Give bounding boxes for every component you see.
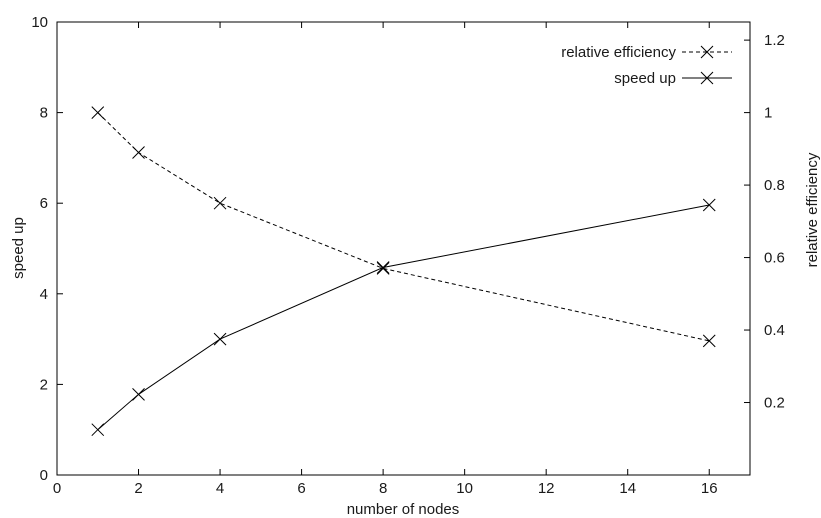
y-axis-title: speed up	[10, 217, 27, 279]
y2-tick-label-4: 1	[764, 105, 772, 122]
series-group	[91, 106, 716, 437]
y-tick-label-5: 10	[31, 14, 48, 31]
y-tick-label-4: 8	[40, 105, 48, 122]
y2-tick-label-0: 0.2	[764, 395, 785, 412]
point-relative-efficiency-0	[91, 106, 105, 119]
plot-frame	[56, 21, 751, 476]
point-speed-up-4	[702, 198, 716, 212]
legend-label-relative-efficiency: relative efficiency	[561, 44, 676, 61]
x-tick-label-0: 0	[53, 480, 61, 497]
legend-entry-speed-up: speed up	[614, 70, 732, 87]
series-line-speed-up	[97, 204, 710, 431]
x-tick-label-1: 2	[134, 480, 142, 497]
x-axis-ticks: 0 2 4 6 8 10 12 14 16	[53, 22, 718, 497]
series-line-relative-efficiency	[97, 112, 710, 342]
x-tick-label-6: 12	[538, 480, 555, 497]
y-tick-label-0: 0	[40, 467, 48, 484]
legend-marker-speed-up	[700, 71, 714, 85]
point-speed-up-0	[91, 423, 105, 437]
x-tick-label-5: 10	[456, 480, 473, 497]
y2-axis-title: relative efficiency	[804, 152, 821, 267]
y2-tick-label-2: 0.6	[764, 250, 785, 267]
y-axis-ticks: 0 2 4 6 8 10	[31, 14, 63, 484]
legend: relative efficiency speed up	[561, 44, 732, 87]
y2-tick-label-3: 0.8	[764, 177, 785, 194]
x-tick-label-4: 8	[379, 480, 387, 497]
x-tick-label-3: 6	[297, 480, 305, 497]
x-tick-label-7: 14	[619, 480, 636, 497]
y-tick-label-2: 4	[40, 286, 48, 303]
y2-axis-ticks: 0.2 0.4 0.6 0.8 1 1.2	[744, 32, 785, 412]
y-tick-label-3: 6	[40, 195, 48, 212]
x-tick-label-2: 4	[216, 480, 224, 497]
legend-entry-relative-efficiency: relative efficiency	[561, 44, 732, 61]
y2-tick-label-5: 1.2	[764, 32, 785, 49]
point-speed-up-1	[132, 388, 145, 401]
y-tick-label-1: 2	[40, 376, 48, 393]
y2-tick-label-1: 0.4	[764, 322, 785, 339]
point-relative-efficiency-4	[702, 334, 716, 348]
point-relative-efficiency-3	[376, 262, 390, 275]
point-relative-efficiency-1	[132, 146, 145, 159]
x-axis-title: number of nodes	[347, 501, 460, 518]
point-relative-efficiency-2	[213, 196, 227, 210]
legend-marker-relative-efficiency	[700, 45, 714, 59]
legend-label-speed-up: speed up	[614, 70, 676, 87]
x-tick-label-8: 16	[701, 480, 718, 497]
axes	[56, 21, 751, 476]
point-speed-up-3	[376, 261, 390, 274]
point-speed-up-2	[213, 332, 227, 346]
